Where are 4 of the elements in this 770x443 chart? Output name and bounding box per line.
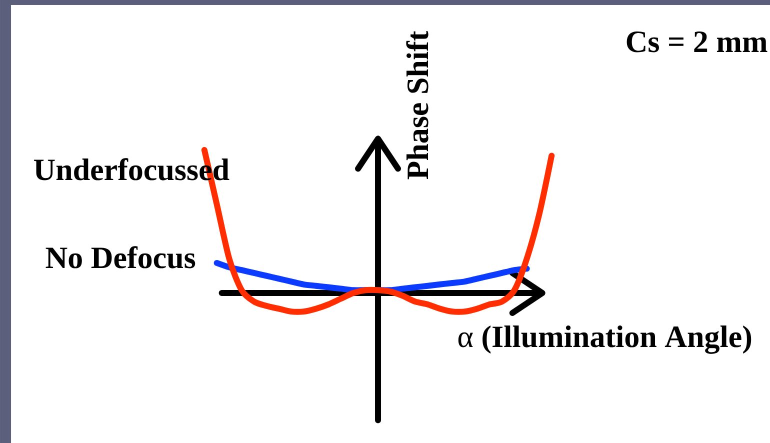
y-axis-title: Phase Shift (406, 30, 428, 180)
x-axis-title: α (Illumination Angle) (458, 325, 752, 354)
text: Cs = 2 mm (626, 31, 768, 52)
series-label: No Defocus (46, 246, 196, 268)
